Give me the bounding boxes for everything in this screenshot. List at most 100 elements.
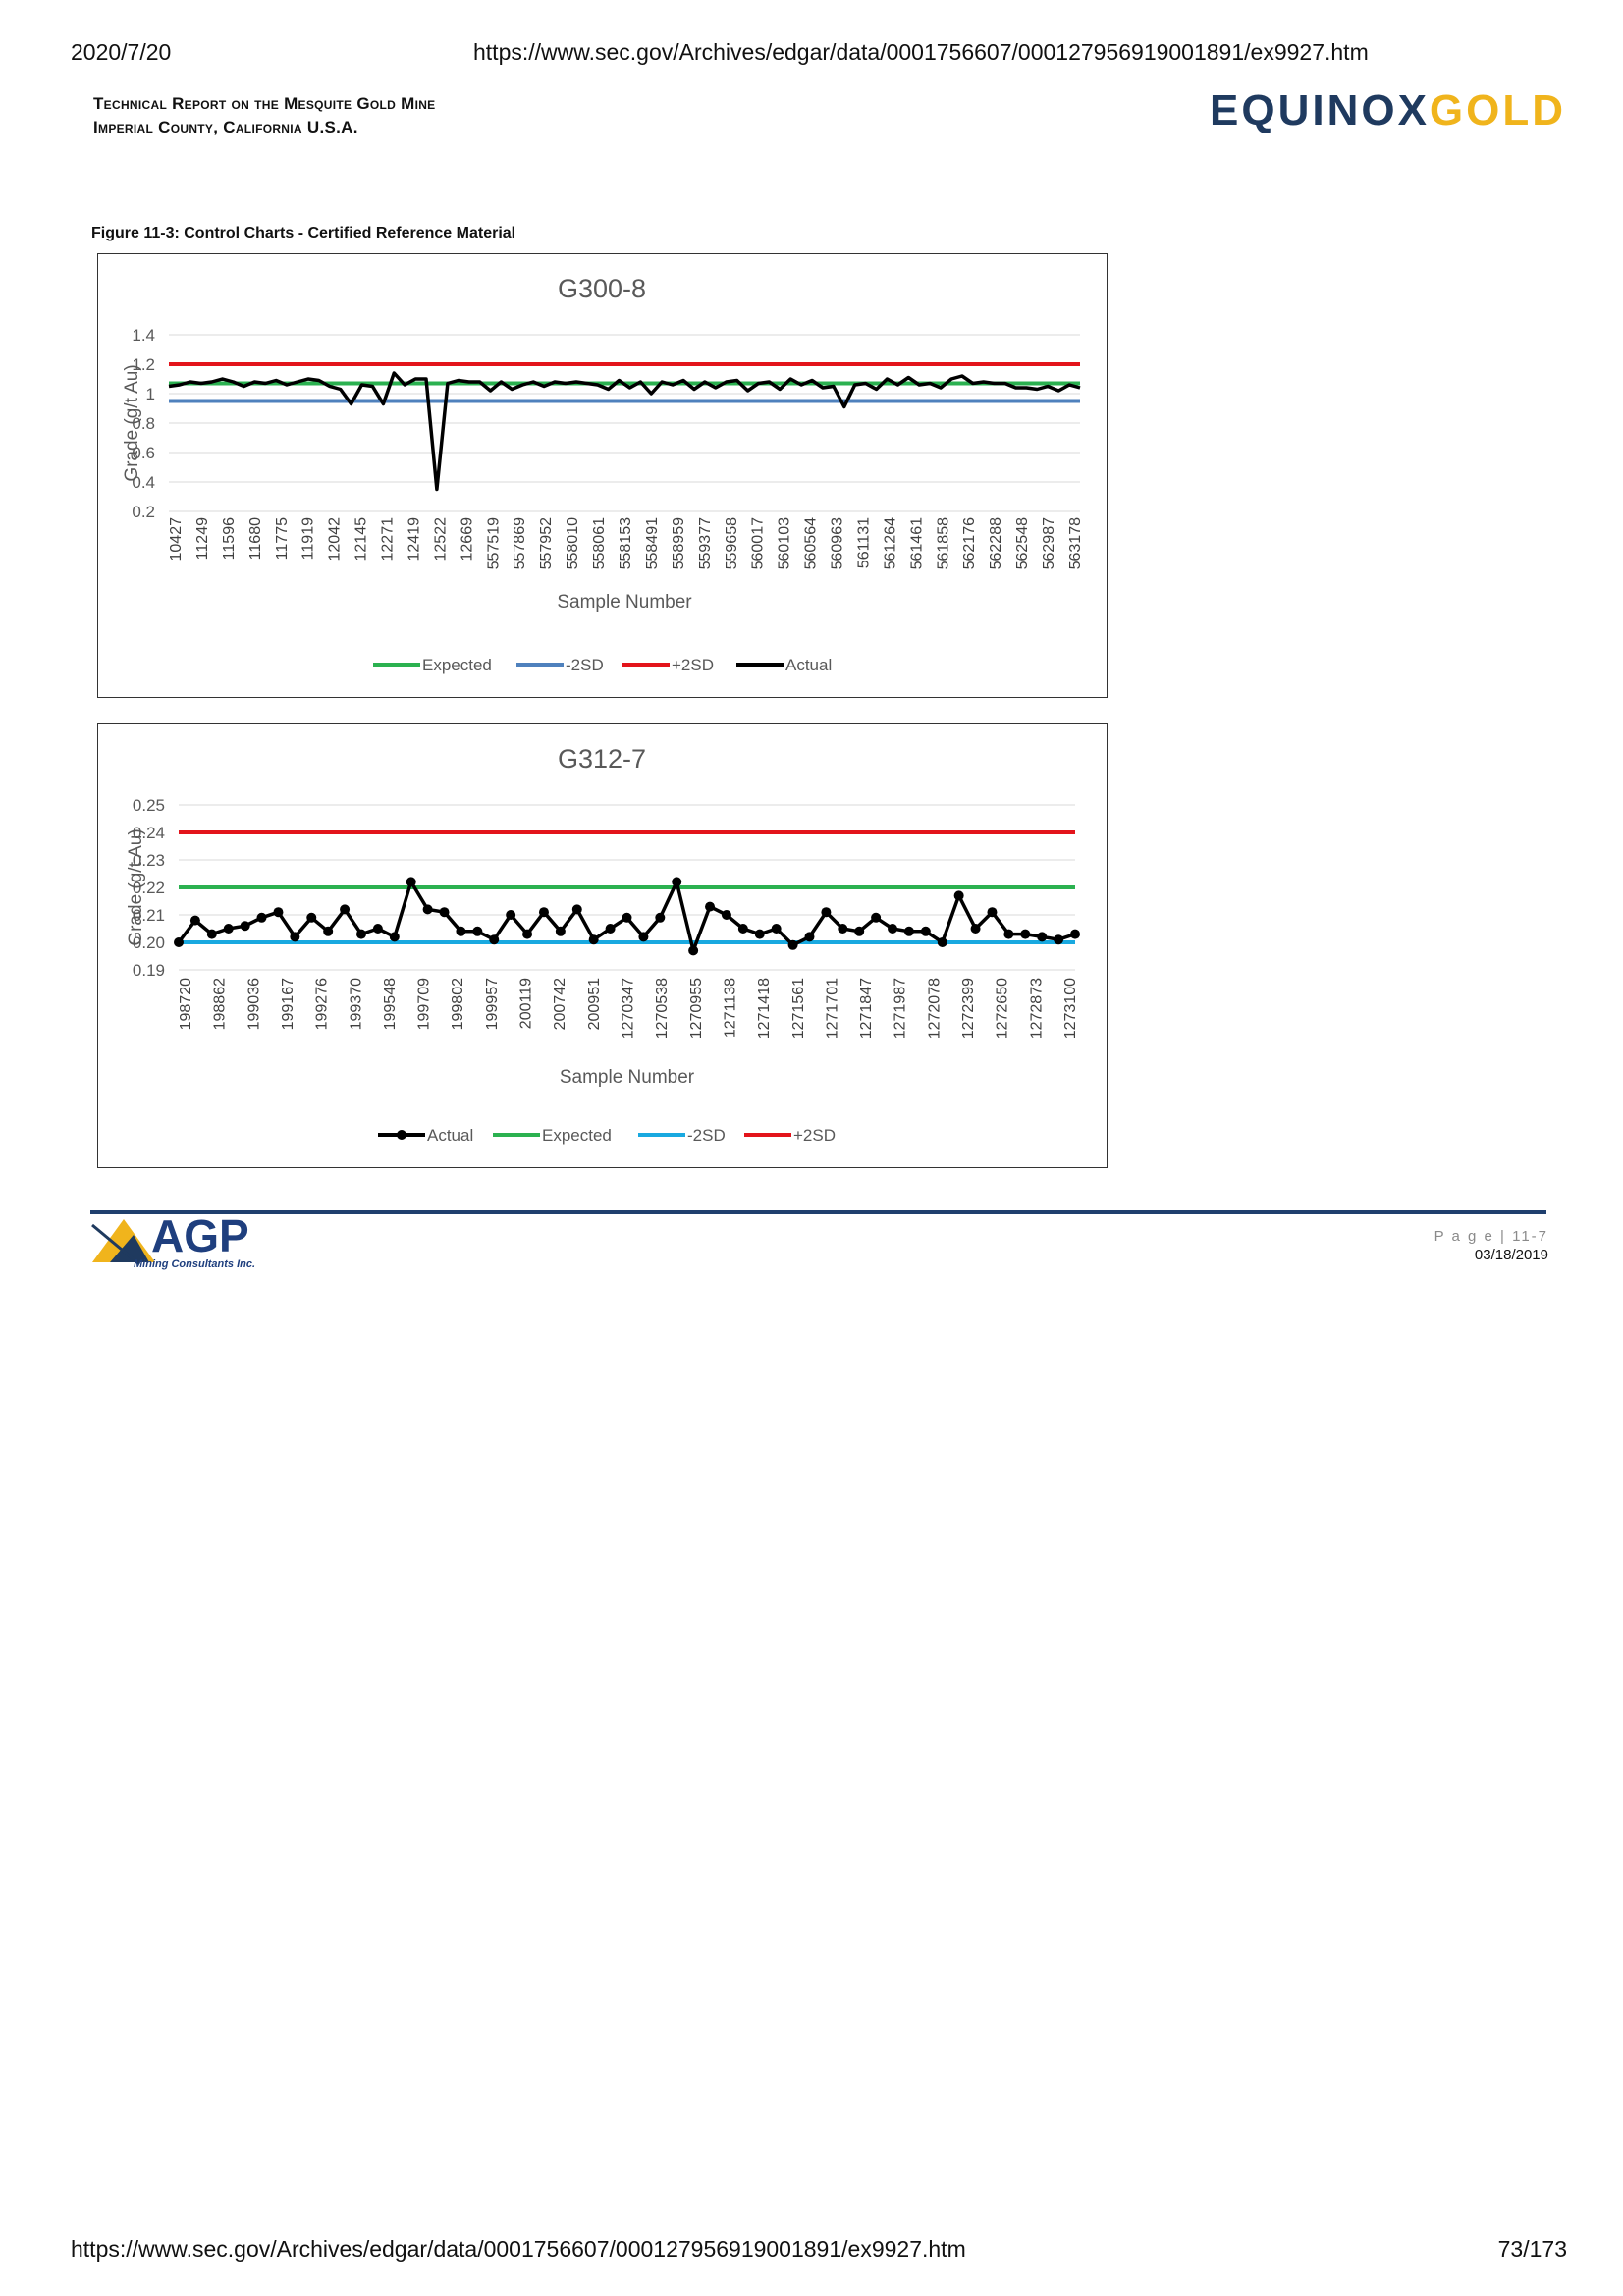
report-title: Technical Report on the Mesquite Gold Mi… xyxy=(93,92,436,139)
x-tick-label: 561858 xyxy=(935,517,951,569)
data-point xyxy=(489,934,500,945)
data-point xyxy=(538,907,549,918)
chart-title: G312-7 xyxy=(558,744,646,774)
x-tick-label: 12419 xyxy=(406,517,422,561)
x-tick-label: 11919 xyxy=(300,517,317,560)
data-point xyxy=(273,907,284,918)
agp-logo: AGP Mining Consultants Inc. xyxy=(90,1213,263,1274)
x-tick-label: 560017 xyxy=(750,517,767,569)
x-tick-label: 11680 xyxy=(247,517,264,560)
data-point xyxy=(937,937,947,947)
data-point xyxy=(754,929,765,939)
data-point xyxy=(472,926,483,936)
data-point xyxy=(1054,934,1064,945)
x-tick-label: 11596 xyxy=(221,517,238,560)
x-tick-label: 1271561 xyxy=(790,978,807,1039)
x-tick-label: 559377 xyxy=(697,517,714,569)
legend-marker xyxy=(397,1130,406,1140)
data-point xyxy=(903,926,914,936)
x-tick-label: 12042 xyxy=(327,517,344,561)
data-point xyxy=(705,901,716,912)
x-tick-label: 560963 xyxy=(830,517,846,569)
x-tick-label: 1271138 xyxy=(722,978,738,1038)
x-tick-label: 558061 xyxy=(591,517,608,569)
x-tick-label: 559658 xyxy=(724,517,740,569)
x-tick-label: 561461 xyxy=(908,517,925,569)
data-point xyxy=(987,907,998,918)
x-tick-label: 1271847 xyxy=(858,978,875,1039)
x-tick-label: 560103 xyxy=(777,517,793,569)
x-tick-label: 1273100 xyxy=(1062,978,1079,1039)
data-point xyxy=(672,877,682,887)
page-number-label: P a g e | 11-7 xyxy=(1434,1228,1548,1245)
logo-gold: GOLD xyxy=(1429,86,1567,134)
x-tick-label: 199036 xyxy=(245,978,262,1030)
data-point xyxy=(240,921,250,932)
x-tick-label: 560564 xyxy=(803,517,820,569)
x-tick-label: 557869 xyxy=(512,517,528,569)
data-point xyxy=(721,910,731,920)
figure-caption: Figure 11-3: Control Charts - Certified … xyxy=(91,225,516,241)
logo-equinox: EQUINOX xyxy=(1210,86,1430,134)
x-tick-label: 199548 xyxy=(382,978,399,1030)
legend-label: Expected xyxy=(542,1126,612,1145)
report-title-line1: Technical Report on the Mesquite Gold Mi… xyxy=(93,94,436,113)
y-tick-label: 1 xyxy=(146,385,155,403)
x-tick-label: 200742 xyxy=(552,978,568,1030)
data-point xyxy=(372,924,383,934)
data-point xyxy=(605,924,616,934)
data-point xyxy=(787,939,798,950)
x-tick-label: 1270955 xyxy=(688,978,705,1039)
x-tick-label: 558153 xyxy=(618,517,634,569)
agp-logo-text: AGP xyxy=(151,1210,249,1261)
chart-g300-8: G300-8 1.4 1.2 1 0.8 0.6 0.4 0.2 Grade (g/t Au) 1… xyxy=(122,274,1084,674)
x-tick-label: 199167 xyxy=(280,978,297,1030)
print-date: 2020/7/20 xyxy=(71,39,172,65)
data-point xyxy=(871,912,882,923)
x-tick-label: 200119 xyxy=(518,978,535,1029)
data-point xyxy=(290,932,300,942)
x-tick-label: 12669 xyxy=(459,517,475,561)
equinox-gold-logo: EQUINOXGOLD xyxy=(1210,86,1566,135)
chart-title: G300-8 xyxy=(558,274,646,303)
x-tick-label: 12271 xyxy=(380,517,397,561)
print-page-count: 73/173 xyxy=(1497,2236,1567,2262)
data-point xyxy=(189,915,200,926)
x-tick-label: 557519 xyxy=(485,517,502,569)
report-date: 03/18/2019 xyxy=(1474,1247,1548,1263)
x-tick-label: 1272650 xyxy=(995,978,1011,1039)
y-axis-title: Grade (g/t Au) xyxy=(122,364,142,481)
y-tick-label: 0.8 xyxy=(132,414,155,433)
data-point xyxy=(1037,932,1048,942)
x-tick-label: 199802 xyxy=(450,978,466,1030)
legend-label: -2SD xyxy=(687,1126,726,1145)
data-point xyxy=(638,932,649,942)
y-tick-label: 1.2 xyxy=(132,355,155,374)
chart-g312-7-frame: G312-7 0.25 0.24 0.23 0.22 0.21 0.20 0.19 Grade … xyxy=(97,723,1108,1168)
data-point xyxy=(340,904,351,915)
data-point xyxy=(506,910,516,920)
footer-rule xyxy=(90,1210,1546,1214)
x-tick-label: 10427 xyxy=(168,517,185,561)
data-point xyxy=(406,877,416,887)
data-point xyxy=(1003,929,1014,939)
data-point xyxy=(771,924,782,934)
y-tick-label: 0.25 xyxy=(133,796,165,815)
x-tick-label: 561131 xyxy=(855,517,872,568)
y-tick-label: 0.4 xyxy=(132,473,155,492)
data-point xyxy=(174,937,184,947)
y-tick-label: 0.22 xyxy=(133,879,165,897)
data-point xyxy=(256,912,267,923)
x-tick-label: 558959 xyxy=(671,517,687,569)
x-tick-label: 199957 xyxy=(484,978,501,1030)
x-tick-label: 562288 xyxy=(988,517,1004,569)
data-point xyxy=(737,924,748,934)
print-url-top[interactable]: https://www.sec.gov/Archives/edgar/data/… xyxy=(473,39,1369,65)
x-tick-label: 558491 xyxy=(644,517,661,569)
data-point xyxy=(953,890,964,901)
data-point xyxy=(206,929,217,939)
legend-label: -2SD xyxy=(566,656,604,674)
print-url-bottom[interactable]: https://www.sec.gov/Archives/edgar/data/… xyxy=(71,2236,966,2262)
x-tick-label: 1270538 xyxy=(654,978,671,1039)
chart-g312-7: G312-7 0.25 0.24 0.23 0.22 0.21 0.20 0.19 Grade … xyxy=(126,744,1080,1145)
